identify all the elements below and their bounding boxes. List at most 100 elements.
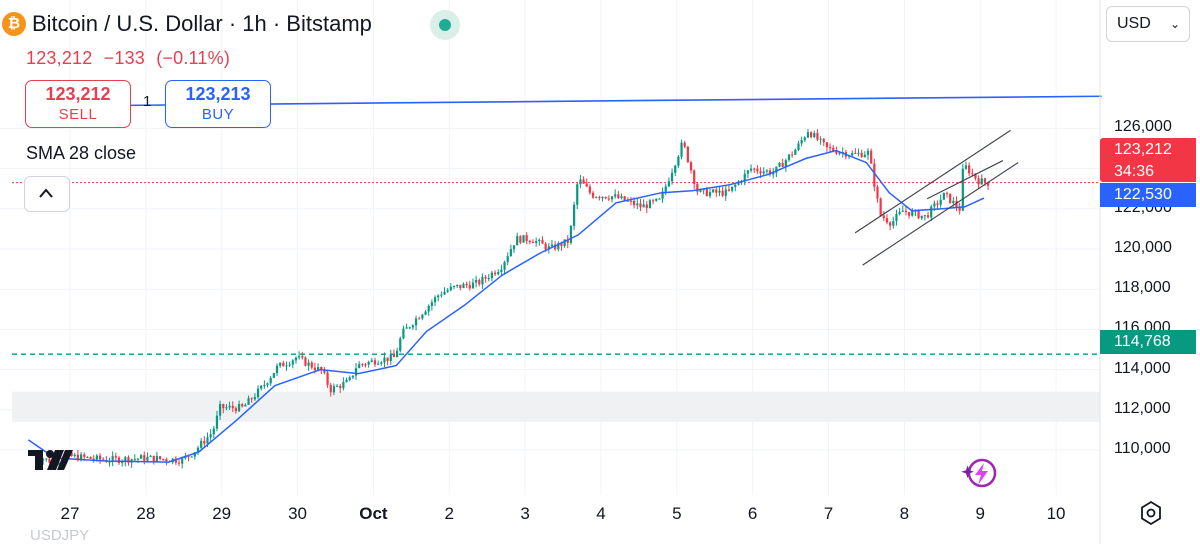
candle <box>45 458 48 462</box>
spark-icon[interactable] <box>960 457 1000 491</box>
time-tick-label: 2 <box>444 504 454 523</box>
gear-icon[interactable] <box>1138 500 1164 526</box>
candle <box>708 188 712 199</box>
candle <box>693 169 696 189</box>
candle <box>857 148 860 157</box>
indicator-legend[interactable]: SMA 28 close <box>26 143 136 164</box>
candle <box>658 197 661 200</box>
channel-middle-line[interactable] <box>926 160 1004 200</box>
candle <box>244 403 247 407</box>
candle <box>614 189 617 199</box>
collapse-legend-button[interactable] <box>24 176 70 212</box>
candle <box>525 232 528 245</box>
candle <box>781 158 784 168</box>
price-change: −133 <box>103 48 146 68</box>
candle <box>282 360 285 367</box>
candle <box>645 201 648 214</box>
last-price-tag: 123,212 34:36 <box>1100 138 1196 182</box>
candle <box>936 200 939 210</box>
candle <box>462 282 465 289</box>
channel-lower-line[interactable] <box>862 162 1019 266</box>
candle <box>367 360 370 368</box>
candle <box>446 288 449 293</box>
tradingview-logo[interactable] <box>28 446 76 472</box>
candle <box>250 397 253 403</box>
time-tick-label: 4 <box>596 504 606 523</box>
sell-button[interactable]: 123,212 SELL <box>25 80 131 128</box>
candle <box>866 148 870 160</box>
candle <box>468 281 471 291</box>
candle <box>152 455 155 465</box>
candle <box>926 211 930 219</box>
candle <box>569 224 573 245</box>
candle <box>111 451 114 467</box>
candle <box>977 175 980 189</box>
sma-price-tag: 122,530 <box>1100 183 1196 207</box>
candle <box>819 136 822 145</box>
chevron-down-icon: ⌄ <box>1169 17 1180 31</box>
candle <box>882 210 885 222</box>
price-change-percent: (−0.11%) <box>156 48 231 68</box>
candle <box>907 211 911 219</box>
buy-button[interactable]: 123,213 BUY <box>165 80 271 128</box>
candle <box>247 395 250 406</box>
candle <box>405 323 408 329</box>
legend-header: ₿ Bitcoin / U.S. Dollar · 1h · Bitstamp … <box>0 0 1100 212</box>
channel-upper-line[interactable] <box>854 129 1011 234</box>
candle <box>304 356 307 367</box>
symbol-title[interactable]: Bitcoin / U.S. Dollar · 1h · Bitstamp <box>32 11 372 36</box>
candle <box>395 347 399 358</box>
candle <box>427 304 430 316</box>
price-tick-label: 120,000 <box>1114 239 1172 256</box>
candle <box>275 363 279 376</box>
candle <box>566 235 569 249</box>
quote-line: 123,212 −133 (−0.11%) <box>26 48 236 69</box>
candle <box>294 356 298 364</box>
time-tick-label: Oct <box>359 504 388 523</box>
candle <box>980 174 983 185</box>
candle <box>572 201 576 231</box>
candle <box>753 167 756 174</box>
candle <box>945 191 949 198</box>
candle <box>162 458 165 461</box>
candle <box>89 456 92 460</box>
candle <box>971 168 974 177</box>
candle <box>885 214 889 225</box>
time-tick-label: 29 <box>212 504 232 523</box>
market-status[interactable] <box>430 10 460 40</box>
candle <box>459 284 462 291</box>
candle <box>127 455 130 466</box>
price-tick-label: 110,000 <box>1114 440 1171 457</box>
candle <box>155 451 159 463</box>
time-tick-label: 30 <box>288 504 308 523</box>
candle <box>345 377 348 383</box>
candle <box>648 198 652 209</box>
candle <box>892 216 895 229</box>
candle <box>440 291 443 298</box>
candle <box>433 295 437 307</box>
candle <box>642 199 645 208</box>
sma-line[interactable] <box>27 149 985 463</box>
candle <box>661 187 664 203</box>
last-price: 123,212 <box>26 48 93 68</box>
candle <box>342 377 345 391</box>
candle <box>731 186 734 193</box>
candle <box>389 349 392 365</box>
candle <box>689 160 693 174</box>
candle <box>228 401 231 410</box>
price-tick-label: 118,000 <box>1114 279 1171 297</box>
candle <box>92 455 95 463</box>
price-tick-label: 114,000 <box>1114 359 1171 377</box>
candle <box>664 183 667 196</box>
candle <box>493 270 497 277</box>
currency-selector[interactable]: USD ⌄ <box>1106 6 1190 42</box>
candle <box>421 313 424 321</box>
candle <box>481 273 484 289</box>
candle <box>756 164 759 175</box>
candle <box>212 425 215 438</box>
candle <box>816 129 819 142</box>
candle <box>351 375 354 380</box>
candle <box>519 235 522 245</box>
candle <box>870 148 873 164</box>
candle <box>797 140 800 152</box>
